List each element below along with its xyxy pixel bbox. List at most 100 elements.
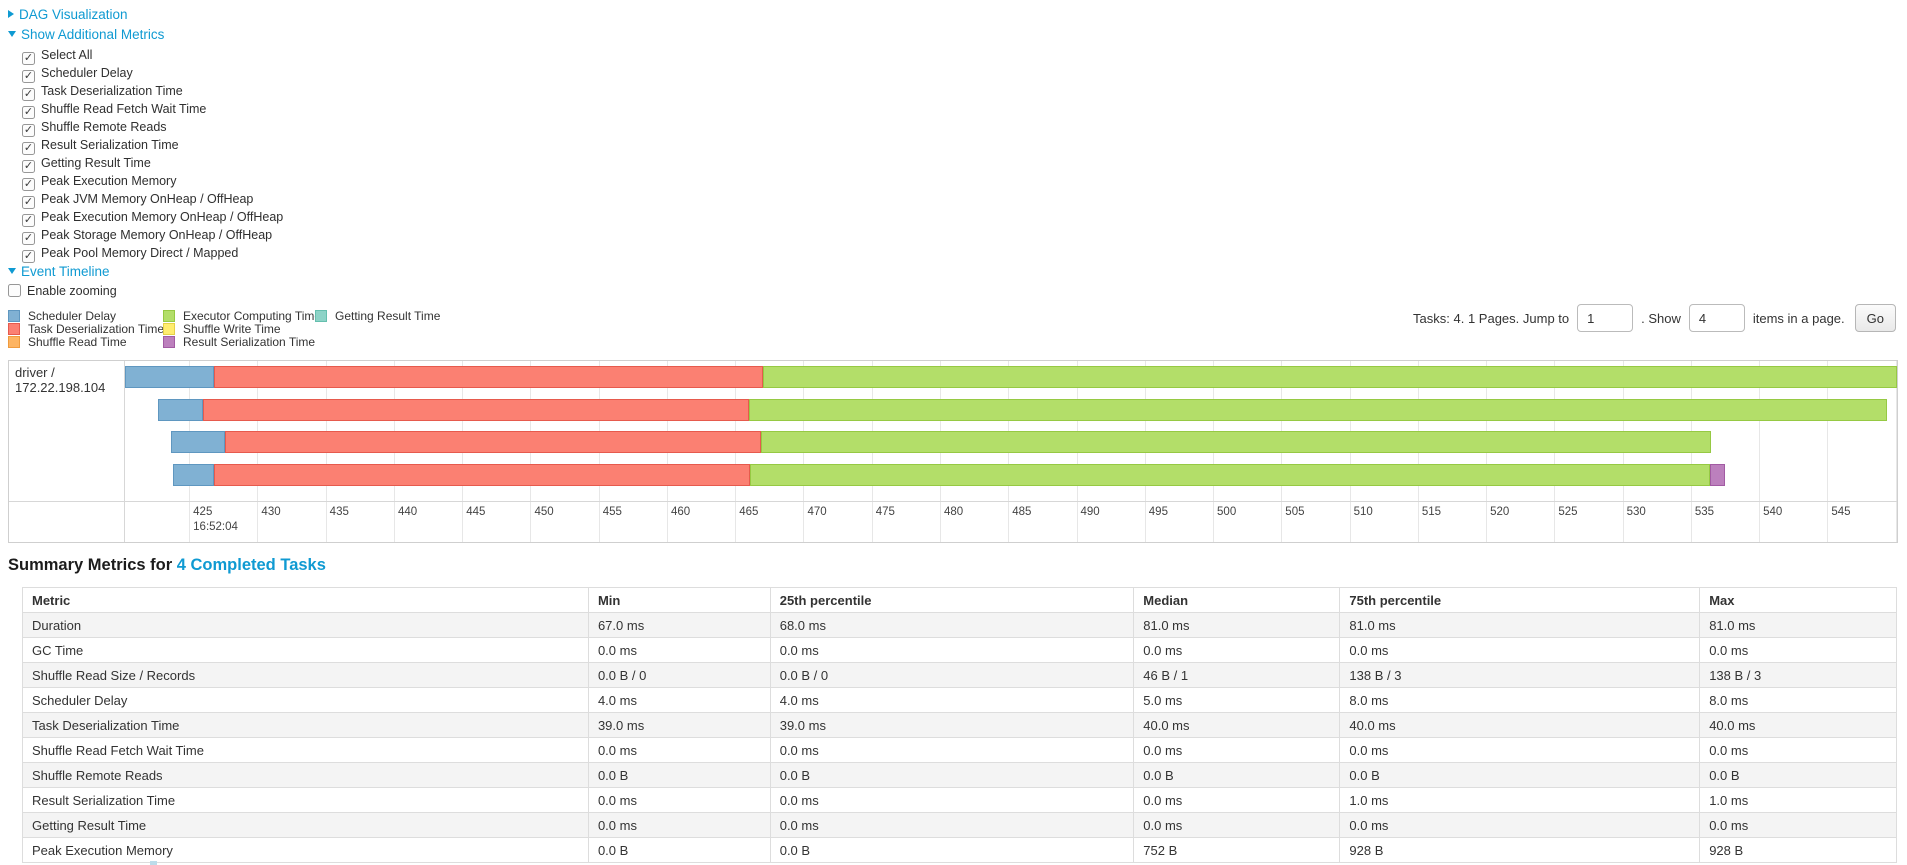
task-bar-segment-executor_computing[interactable] bbox=[750, 463, 1710, 486]
legend-and-pagination-strip: Scheduler Delay Task Deserialization Tim… bbox=[8, 304, 1898, 354]
checkmark-icon: ✓ bbox=[23, 106, 34, 118]
value-cell: 0.0 ms bbox=[1699, 637, 1897, 663]
task-bar-segment-task_deserialization[interactable] bbox=[224, 431, 762, 453]
metric-option: ✓ Result Serialization Time bbox=[22, 136, 1907, 155]
metric-option: ✓ Getting Result Time bbox=[22, 154, 1907, 173]
value-cell: 39.0 ms bbox=[769, 712, 1135, 738]
checkmark-icon: ✓ bbox=[23, 214, 34, 226]
value-cell: 928 B bbox=[1339, 837, 1701, 863]
checkbox-getting-result-time[interactable]: ✓ bbox=[22, 160, 35, 173]
shuffle-read-swatch-icon bbox=[8, 335, 20, 348]
column-header: 75th percentile bbox=[1339, 587, 1701, 613]
metric-option-label: Peak Execution Memory bbox=[41, 174, 177, 188]
task-bar-segment-scheduler_delay[interactable] bbox=[171, 431, 225, 453]
metric-option: ✓ Peak Pool Memory Direct / Mapped bbox=[22, 244, 1907, 263]
checkbox-shuffle-read-fetch-wait-time[interactable]: ✓ bbox=[22, 106, 35, 119]
task-bar-segment-executor_computing[interactable] bbox=[748, 398, 1888, 421]
executor-group-column: driver / 172.22.198.104 bbox=[9, 361, 125, 542]
additional-metrics-list: ✓ Select All ✓ Scheduler Delay ✓ Task Deser… bbox=[22, 46, 1907, 263]
value-cell: 81.0 ms bbox=[1133, 612, 1341, 638]
checkbox-peak-execution-memory[interactable]: ✓ bbox=[22, 178, 35, 191]
axis-tick-label: 470 bbox=[807, 506, 827, 518]
checkbox-peak-storage-memory-onheap[interactable]: ✓ bbox=[22, 232, 35, 245]
value-cell: 0.0 ms bbox=[587, 737, 771, 763]
legend-label: Shuffle Write Time bbox=[183, 321, 281, 336]
checkbox-result-serialization-time[interactable]: ✓ bbox=[22, 142, 35, 155]
checkbox-peak-execution-memory-onheap[interactable]: ✓ bbox=[22, 214, 35, 227]
checkbox-scheduler-delay[interactable]: ✓ bbox=[22, 70, 35, 83]
task-bar-segment-executor_computing[interactable] bbox=[762, 366, 1897, 388]
checkmark-icon: ✓ bbox=[23, 250, 34, 262]
metric-option: ✓ Peak JVM Memory OnHeap / OffHeap bbox=[22, 190, 1907, 209]
axis-tick-label: 510 bbox=[1353, 506, 1373, 518]
task-bar-segment-executor_computing[interactable] bbox=[761, 431, 1712, 453]
axis-tick-label: 520 bbox=[1490, 506, 1510, 518]
scheduler-delay-swatch-icon bbox=[8, 310, 20, 322]
legend-label: Executor Computing Time bbox=[183, 309, 322, 323]
clipped-next-section-artifact bbox=[150, 861, 157, 865]
task-bar-segment-scheduler_delay[interactable] bbox=[172, 463, 214, 486]
page-size-input[interactable] bbox=[1688, 304, 1745, 332]
task-bar-segment-result_serialization[interactable] bbox=[1709, 463, 1725, 486]
column-header: Max bbox=[1699, 587, 1897, 613]
go-button[interactable]: Go bbox=[1854, 304, 1896, 332]
enable-zooming-row: Enable zooming bbox=[8, 283, 1907, 300]
checkbox-select-all[interactable]: ✓ bbox=[22, 52, 35, 65]
show-additional-metrics-toggle[interactable]: Show Additional Metrics bbox=[8, 26, 1907, 43]
value-cell: 0.0 B bbox=[587, 837, 771, 863]
value-cell: 68.0 ms bbox=[769, 612, 1135, 638]
checkbox-task-deserialization-time[interactable]: ✓ bbox=[22, 88, 35, 101]
executor-computing-swatch-icon bbox=[163, 310, 175, 322]
value-cell: 0.0 ms bbox=[1339, 737, 1701, 763]
checkmark-icon: ✓ bbox=[23, 178, 34, 190]
value-cell: 1.0 ms bbox=[1699, 787, 1897, 813]
legend-item: Result Serialization Time bbox=[163, 335, 321, 349]
metric-name-cell: Getting Result Time bbox=[22, 812, 589, 838]
axis-tick-label: 445 bbox=[466, 506, 486, 518]
metric-name-cell: Scheduler Delay bbox=[22, 687, 589, 713]
checkbox-peak-pool-memory-direct[interactable]: ✓ bbox=[22, 250, 35, 263]
gridline bbox=[1759, 361, 1761, 542]
checkbox-shuffle-remote-reads[interactable]: ✓ bbox=[22, 124, 35, 137]
dag-visualization-link[interactable]: DAG Visualization bbox=[19, 7, 128, 22]
metric-option: ✓ Shuffle Read Fetch Wait Time bbox=[22, 100, 1907, 119]
jump-to-page-input[interactable] bbox=[1577, 304, 1634, 332]
checkbox-peak-jvm-memory[interactable]: ✓ bbox=[22, 196, 35, 209]
value-cell: 5.0 ms bbox=[1133, 687, 1341, 713]
value-cell: 0.0 ms bbox=[1339, 812, 1701, 838]
value-cell: 40.0 ms bbox=[1133, 712, 1341, 738]
axis-tick-label: 440 bbox=[397, 506, 418, 518]
value-cell: 0.0 ms bbox=[1699, 737, 1897, 763]
table-row: Scheduler Delay 4.0 ms 4.0 ms 5.0 ms 8.0 ms 8… bbox=[22, 687, 1897, 713]
pagination-items-text: items in a page. bbox=[1752, 310, 1845, 326]
column-header: Min bbox=[587, 587, 771, 613]
table-row: Task Deserialization Time 39.0 ms 39.0 ms 4… bbox=[22, 712, 1897, 738]
summary-metrics-table: Metric Min 25th percentile Median 75th p… bbox=[22, 587, 1897, 863]
completed-tasks-link[interactable]: 4 Completed Tasks bbox=[176, 556, 326, 574]
event-timeline-link[interactable]: Event Timeline bbox=[21, 264, 110, 279]
metric-option: ✓ Peak Execution Memory bbox=[22, 172, 1907, 191]
task-bar-segment-scheduler_delay[interactable] bbox=[157, 398, 203, 421]
value-cell: 0.0 B bbox=[1699, 762, 1897, 788]
task-bar-segment-task_deserialization[interactable] bbox=[213, 366, 763, 388]
value-cell: 0.0 ms bbox=[587, 637, 771, 663]
axis-tick-label: 535 bbox=[1694, 506, 1715, 518]
table-row: Duration 67.0 ms 68.0 ms 81.0 ms 81.0 ms 81.0… bbox=[22, 612, 1897, 638]
metric-option: ✓ Shuffle Remote Reads bbox=[22, 118, 1907, 137]
value-cell: 0.0 B bbox=[1339, 762, 1701, 788]
table-row: Peak Execution Memory 0.0 B 0.0 B 752 B 928 … bbox=[22, 837, 1897, 863]
shuffle-write-swatch-icon bbox=[163, 322, 175, 335]
event-timeline-toggle[interactable]: Event Timeline bbox=[8, 263, 1907, 280]
dag-visualization-toggle[interactable]: DAG Visualization bbox=[8, 6, 1907, 23]
task-bar-segment-task_deserialization[interactable] bbox=[202, 398, 749, 421]
task-bar-segment-task_deserialization[interactable] bbox=[213, 463, 751, 486]
metric-option: ✓ Task Deserialization Time bbox=[22, 82, 1907, 101]
enable-zooming-checkbox[interactable] bbox=[8, 284, 21, 297]
metric-name-cell: Task Deserialization Time bbox=[22, 712, 589, 738]
value-cell: 138 B / 3 bbox=[1339, 662, 1701, 688]
axis-tick-label: 495 bbox=[1148, 506, 1168, 518]
metric-option-label: Peak Execution Memory OnHeap / OffHeap bbox=[41, 210, 284, 224]
task-bar-segment-scheduler_delay[interactable] bbox=[125, 366, 214, 388]
executor-group-label: driver / 172.22.198.104 bbox=[15, 365, 106, 395]
show-additional-metrics-link[interactable]: Show Additional Metrics bbox=[21, 27, 165, 42]
